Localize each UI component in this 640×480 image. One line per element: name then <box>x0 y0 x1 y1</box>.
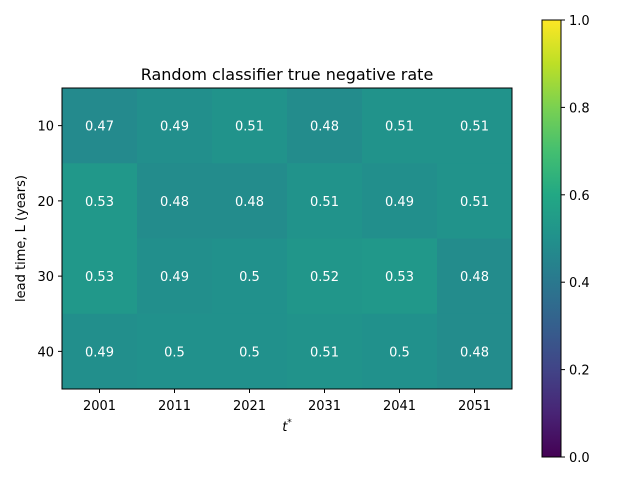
cell-value-label: 0.49 <box>385 195 414 210</box>
cell-value-label: 0.51 <box>310 195 339 210</box>
x-tick-label: 2021 <box>233 399 266 414</box>
cell-value-label: 0.49 <box>85 345 114 360</box>
colorbar-tick-label: 0.2 <box>569 364 590 379</box>
y-tick-label: 30 <box>37 270 54 285</box>
heatmap-cell <box>362 163 438 239</box>
cell-value-label: 0.48 <box>160 195 189 210</box>
cell-value-label: 0.5 <box>239 345 260 360</box>
x-tick-label: 2041 <box>383 399 416 414</box>
heatmap-cell <box>212 238 288 315</box>
heatmap-cell <box>62 163 138 239</box>
x-tick-label: 2051 <box>458 399 491 414</box>
heatmap-cell <box>212 163 288 239</box>
x-tick-label: 2031 <box>308 399 341 414</box>
cell-value-label: 0.49 <box>160 120 189 135</box>
colorbar-ticks: 0.0 0.2 0.4 0.6 0.8 1.0 <box>561 14 590 466</box>
heatmap-cell <box>362 88 438 164</box>
colorbar-gradient <box>541 19 562 458</box>
heatmap-cell <box>212 313 288 390</box>
chart-title: Random classifier true negative rate <box>141 65 434 84</box>
heatmap-cell <box>287 238 363 315</box>
cell-value-label: 0.49 <box>160 270 189 285</box>
heatmap-cell <box>137 163 213 239</box>
heatmap-cell <box>62 88 138 164</box>
cell-value-label: 0.48 <box>460 345 489 360</box>
heatmap-cell <box>362 313 438 390</box>
heatmap-cells <box>62 88 513 390</box>
heatmap-cell <box>437 238 513 315</box>
cell-value-label: 0.53 <box>85 270 114 285</box>
heatmap-cell <box>437 313 513 390</box>
cell-value-label: 0.5 <box>164 345 185 360</box>
heatmap-cell <box>362 238 438 315</box>
x-axis-ticks: 2001 2011 2021 2031 2041 2051 <box>83 389 491 414</box>
cell-value-label: 0.51 <box>235 120 264 135</box>
y-tick-label: 10 <box>37 120 54 135</box>
cell-value-label: 0.51 <box>385 120 414 135</box>
cell-value-label: 0.51 <box>460 195 489 210</box>
cell-value-label: 0.51 <box>460 120 489 135</box>
heatmap-cell <box>287 88 363 164</box>
cell-value-label: 0.5 <box>239 270 260 285</box>
colorbar-tick-label: 0.4 <box>569 276 590 291</box>
heatmap-cell <box>137 88 213 164</box>
cell-value-label: 0.48 <box>235 195 264 210</box>
y-axis-label: lead time, L (years) <box>14 175 29 302</box>
heatmap-cell <box>437 163 513 239</box>
cell-value-label: 0.52 <box>310 270 339 285</box>
colorbar-tick-label: 0.8 <box>569 101 590 116</box>
cell-value-label: 0.48 <box>310 120 339 135</box>
plot-frame <box>61 87 513 390</box>
colorbar-tick-label: 0.6 <box>569 189 590 204</box>
colorbar-tick-label: 0.0 <box>569 451 590 466</box>
heatmap-cell <box>137 238 213 315</box>
heatmap-cell <box>62 313 138 390</box>
cell-value-label: 0.53 <box>85 195 114 210</box>
heatmap-cell <box>287 313 363 390</box>
heatmap-cell <box>437 88 513 164</box>
x-tick-label: 2011 <box>158 399 191 414</box>
heatmap-cell <box>287 163 363 239</box>
cell-value-label: 0.53 <box>385 270 414 285</box>
heatmap-cell <box>62 238 138 315</box>
y-tick-label: 40 <box>37 345 54 360</box>
cell-value-label: 0.5 <box>389 345 410 360</box>
y-tick-label: 20 <box>37 195 54 210</box>
heatmap-cell-labels: 0.47 0.49 0.51 0.48 0.51 0.51 0.53 0.48 0.48 0.51… <box>85 120 489 361</box>
x-axis-label-main: t <box>282 420 288 435</box>
x-axis-label: t* <box>282 418 292 435</box>
y-axis-ticks: 10 20 30 40 <box>37 120 62 360</box>
cell-value-label: 0.47 <box>85 120 114 135</box>
colorbar: 0.0 0.2 0.4 0.6 0.8 1.0 <box>541 14 590 466</box>
heatmap-cell <box>137 313 213 390</box>
cell-value-label: 0.51 <box>310 345 339 360</box>
colorbar-tick-label: 1.0 <box>569 14 590 29</box>
heatmap-cell <box>212 88 288 164</box>
cell-value-label: 0.48 <box>460 270 489 285</box>
x-tick-label: 2001 <box>83 399 116 414</box>
x-axis-label-superscript: * <box>287 418 292 428</box>
